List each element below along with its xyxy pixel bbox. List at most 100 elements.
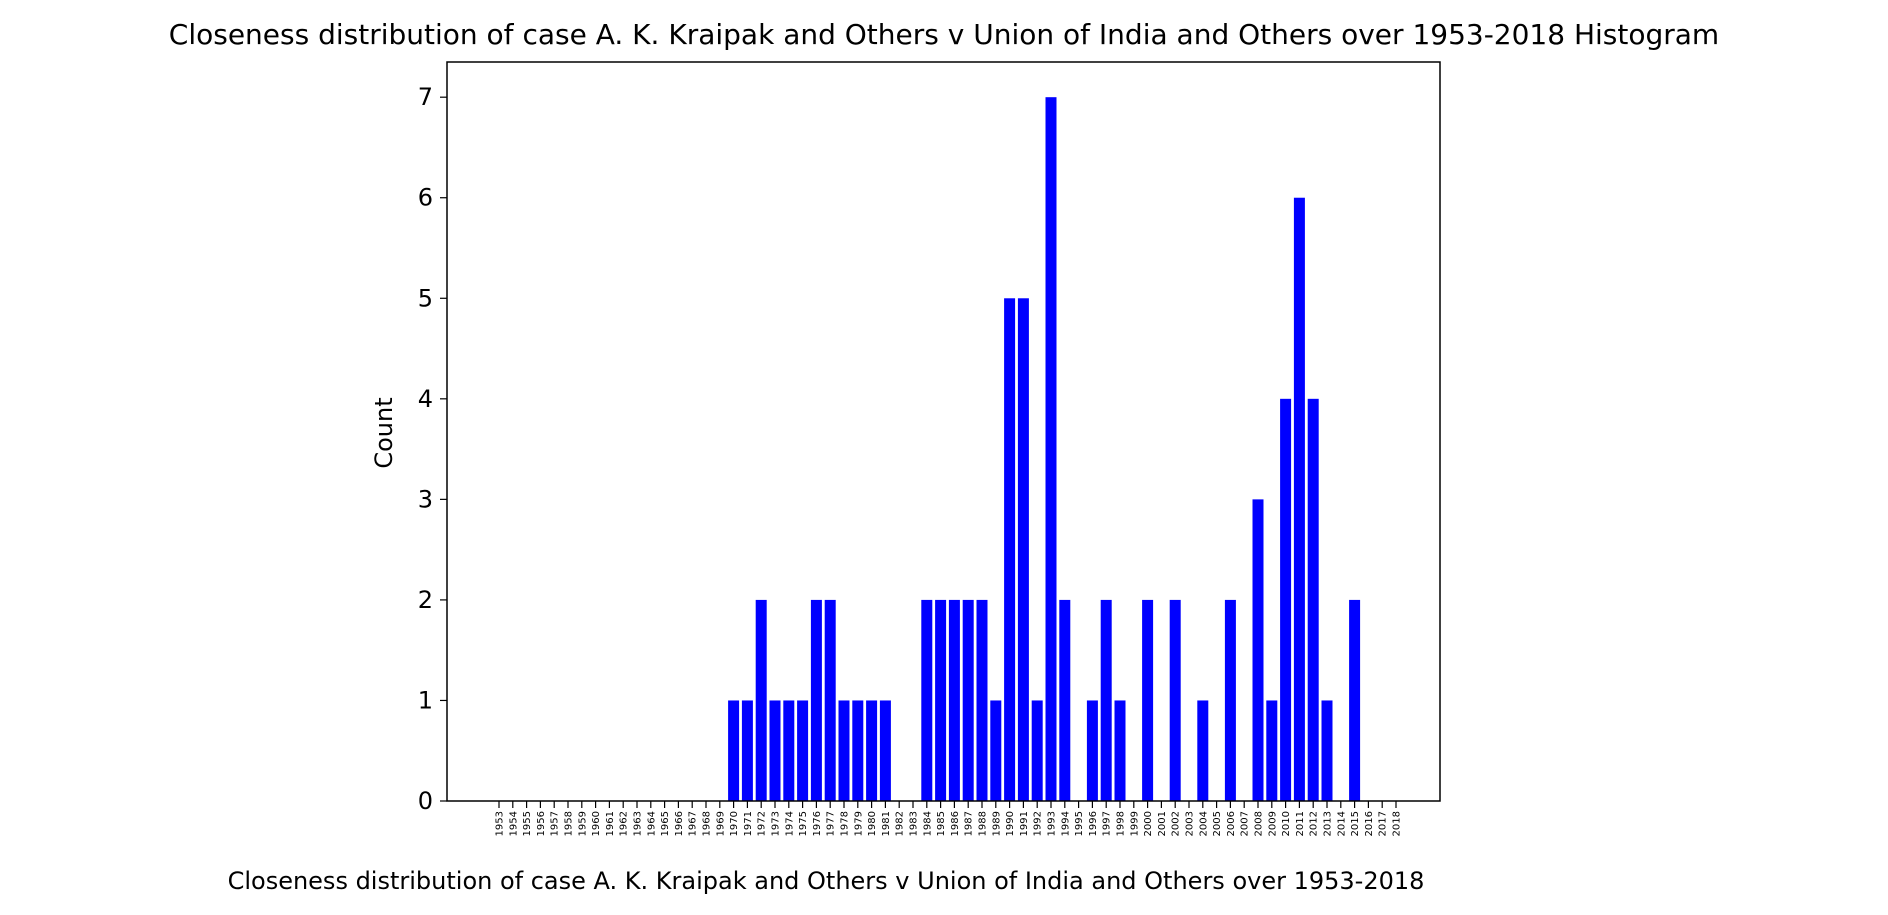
x-ticks-group: 1953 1954 1955 1956 1957 1958 1959 1960 1961 1962… — [495, 801, 1403, 836]
x-tick-label-1966: 1966 — [674, 811, 685, 836]
x-tick-label-1981: 1981 — [881, 811, 892, 836]
x-tick-label-1978: 1978 — [840, 811, 851, 836]
y-ticks-group: 0 1 2 3 4 5 6 7 — [418, 83, 447, 815]
bar-2015 — [1349, 599, 1361, 801]
bar-1972 — [755, 599, 767, 801]
x-tick-label-1982: 1982 — [895, 811, 906, 836]
x-tick-label-2013: 2013 — [1323, 811, 1334, 836]
x-tick-label-1990: 1990 — [1005, 811, 1016, 836]
x-tick-label-1980: 1980 — [867, 811, 878, 836]
bar-2006 — [1224, 599, 1236, 801]
x-axis-label: Closeness distribution of case A. K. Kra… — [228, 867, 1425, 895]
x-tick-label-2009: 2009 — [1267, 811, 1278, 836]
x-tick-label-1995: 1995 — [1074, 811, 1085, 836]
x-tick-label-1961: 1961 — [605, 811, 616, 836]
x-tick-label-1976: 1976 — [812, 811, 823, 836]
x-tick-label-1979: 1979 — [853, 811, 864, 836]
y-tick-label-6: 6 — [418, 184, 433, 212]
x-tick-label-2015: 2015 — [1350, 811, 1361, 836]
x-tick-label-1958: 1958 — [564, 811, 575, 836]
x-tick-label-1998: 1998 — [1116, 811, 1127, 836]
bar-2008 — [1252, 499, 1264, 801]
x-tick-label-2016: 2016 — [1364, 811, 1375, 836]
bar-1980 — [866, 700, 878, 801]
bar-1973 — [769, 700, 781, 801]
x-tick-label-1993: 1993 — [1047, 811, 1058, 836]
bar-1990 — [1004, 298, 1016, 801]
x-tick-label-1974: 1974 — [784, 811, 795, 836]
bar-1974 — [783, 700, 795, 801]
y-tick-label-2: 2 — [418, 586, 433, 614]
x-tick-label-2018: 2018 — [1392, 811, 1403, 836]
x-tick-label-1956: 1956 — [536, 811, 547, 836]
x-tick-label-2005: 2005 — [1212, 811, 1223, 836]
x-tick-label-1972: 1972 — [757, 811, 768, 836]
x-tick-label-2003: 2003 — [1185, 811, 1196, 836]
bar-1987 — [962, 599, 974, 801]
bar-1978 — [838, 700, 850, 801]
x-tick-label-1991: 1991 — [1019, 811, 1030, 836]
bar-2000 — [1142, 599, 1154, 801]
y-tick-label-4: 4 — [418, 385, 433, 413]
bar-2002 — [1169, 599, 1181, 801]
x-tick-label-2007: 2007 — [1240, 811, 1251, 836]
x-tick-label-2002: 2002 — [1171, 811, 1182, 836]
x-tick-label-1994: 1994 — [1060, 811, 1071, 836]
bar-1975 — [797, 700, 809, 801]
bar-2009 — [1266, 700, 1278, 801]
x-tick-label-1971: 1971 — [743, 811, 754, 836]
plot-area-frame — [446, 61, 1441, 802]
bar-1976 — [810, 599, 822, 801]
x-tick-label-1988: 1988 — [978, 811, 989, 836]
bar-1981 — [879, 700, 891, 801]
x-tick-label-2000: 2000 — [1143, 811, 1154, 836]
x-tick-label-1959: 1959 — [577, 811, 588, 836]
x-tick-label-1997: 1997 — [1102, 811, 1113, 836]
x-tick-label-1962: 1962 — [619, 811, 630, 836]
bar-1989 — [990, 700, 1002, 801]
x-tick-label-1963: 1963 — [633, 811, 644, 836]
x-tick-label-1955: 1955 — [522, 811, 533, 836]
bar-1998 — [1114, 700, 1126, 801]
x-tick-label-2001: 2001 — [1157, 811, 1168, 836]
bar-1994 — [1059, 599, 1071, 801]
bars-group — [728, 97, 1361, 802]
x-tick-label-1985: 1985 — [936, 811, 947, 836]
bar-2010 — [1280, 398, 1292, 801]
bar-1992 — [1031, 700, 1043, 801]
bar-1997 — [1100, 599, 1112, 801]
x-tick-label-1964: 1964 — [646, 811, 657, 836]
bar-1970 — [728, 700, 740, 801]
bar-2013 — [1321, 700, 1333, 801]
x-tick-label-1968: 1968 — [702, 811, 713, 836]
bar-1977 — [824, 599, 836, 801]
bar-2004 — [1197, 700, 1209, 801]
y-tick-label-5: 5 — [418, 284, 433, 312]
bar-2012 — [1307, 398, 1319, 801]
x-tick-label-2014: 2014 — [1336, 811, 1347, 836]
x-tick-label-1987: 1987 — [964, 811, 975, 836]
x-tick-label-1970: 1970 — [729, 811, 740, 836]
x-tick-label-1960: 1960 — [591, 811, 602, 836]
x-tick-label-1983: 1983 — [909, 811, 920, 836]
x-tick-label-2017: 2017 — [1378, 811, 1389, 836]
x-tick-label-1953: 1953 — [495, 811, 506, 836]
bar-1988 — [976, 599, 988, 801]
y-tick-label-0: 0 — [418, 787, 433, 815]
x-tick-label-2010: 2010 — [1281, 811, 1292, 836]
x-tick-label-1996: 1996 — [1088, 811, 1099, 836]
bar-1984 — [921, 599, 933, 801]
x-tick-label-1975: 1975 — [798, 811, 809, 836]
x-tick-label-1984: 1984 — [922, 811, 933, 836]
y-axis-label: Count — [370, 397, 398, 468]
x-tick-label-1992: 1992 — [1033, 811, 1044, 836]
x-tick-label-2011: 2011 — [1295, 811, 1306, 836]
x-tick-label-1973: 1973 — [771, 811, 782, 836]
x-tick-label-1965: 1965 — [660, 811, 671, 836]
x-tick-label-1977: 1977 — [826, 811, 837, 836]
x-tick-label-1986: 1986 — [950, 811, 961, 836]
y-tick-label-7: 7 — [418, 83, 433, 111]
x-tick-label-1954: 1954 — [508, 811, 519, 836]
chart-title: Closeness distribution of case A. K. Kra… — [169, 18, 1719, 51]
